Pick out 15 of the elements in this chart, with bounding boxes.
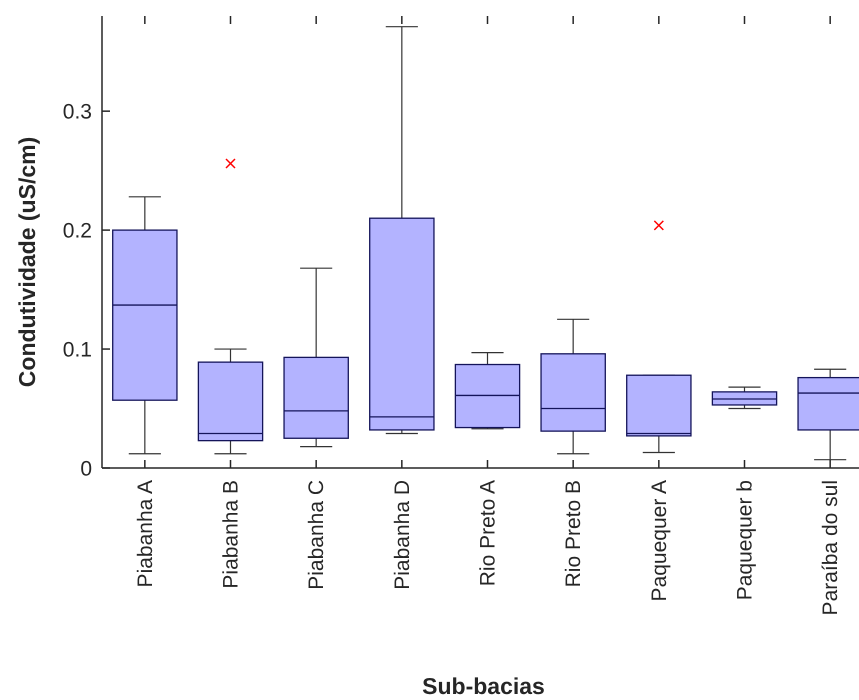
x-tick-label: Rio Preto B [562, 480, 586, 588]
x-tick-label: Piabanha B [220, 480, 242, 589]
x-tick-label: Piabanha A [134, 480, 157, 588]
x-tick-label: Paraíba do sul [819, 480, 842, 616]
x-tick-label: Paquequer b [734, 480, 756, 600]
y-tick-label: 0.1 [62, 338, 92, 362]
x-tick-label: Paquequer A [648, 480, 671, 602]
y-tick-label: 0 [80, 457, 92, 480]
y-axis-title: Condutividade (uS/cm) [14, 136, 40, 388]
x-tick-label: Piabanha C [305, 480, 328, 590]
x-tick-label: Rio Preto A [476, 480, 500, 586]
y-tick-label: 0.2 [62, 219, 92, 242]
x-axis-title: Sub-bacias [422, 673, 545, 699]
y-tick-label: 0.3 [62, 100, 92, 124]
x-tick-label: Piabanha D [390, 480, 414, 590]
